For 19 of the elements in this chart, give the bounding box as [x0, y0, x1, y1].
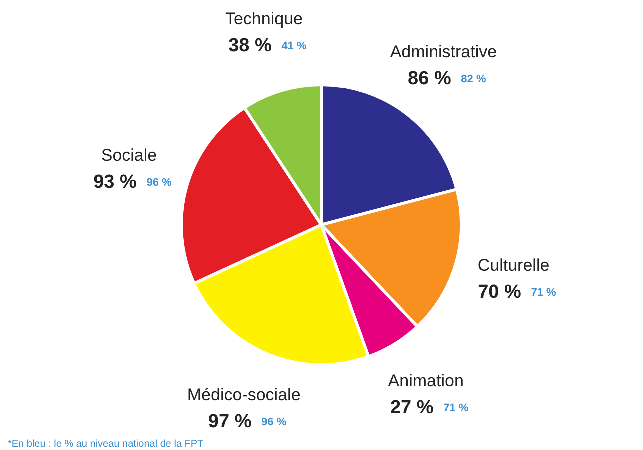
data-label: 86 % — [408, 68, 452, 90]
slice-label: Technique — [225, 9, 303, 28]
slice-label: Sociale — [101, 146, 158, 165]
text: *En bleu : le % au niveau national de la FPT — [8, 439, 204, 450]
text: 71 % — [444, 402, 469, 414]
slice-label: Administrative — [390, 42, 498, 62]
data-label: 38 % — [228, 35, 272, 56]
text: 41 % — [282, 40, 307, 52]
slice-label: Animation — [388, 371, 464, 390]
data-label: 93 % — [94, 172, 137, 193]
text: 96 % — [262, 416, 287, 428]
slice-label: Culturelle — [478, 256, 550, 276]
slice-label: Médico-sociale — [187, 385, 301, 404]
data-label: 97 % — [208, 411, 252, 432]
text: 71 % — [531, 287, 557, 300]
text: 96 % — [146, 176, 172, 189]
text: 82 % — [461, 74, 486, 86]
data-label: 70 % — [478, 282, 522, 304]
data-label: 27 % — [390, 397, 434, 418]
